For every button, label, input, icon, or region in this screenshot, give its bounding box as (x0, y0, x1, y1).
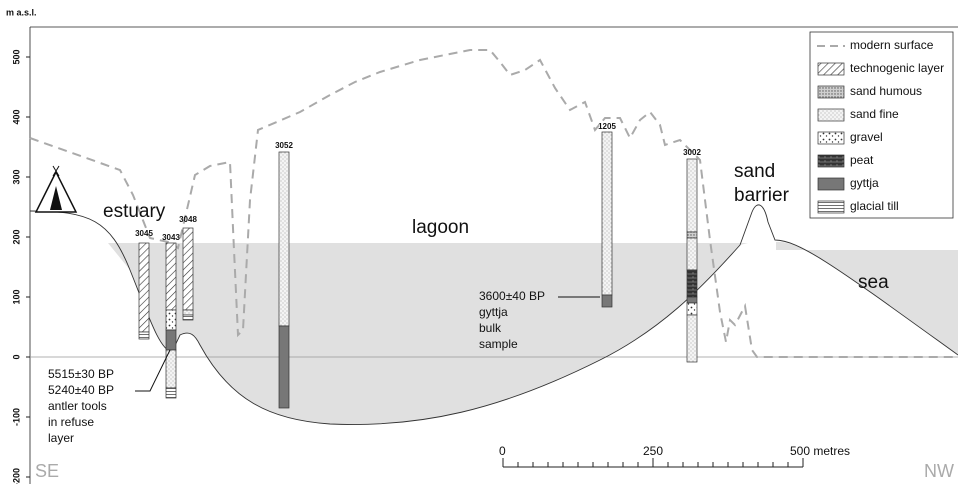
annotation: 5240±40 BP (48, 383, 114, 397)
annotation: 3600±40 BP (479, 289, 545, 303)
core-layer (166, 388, 176, 398)
legend-swatch (818, 201, 844, 213)
core-layer (183, 228, 193, 310)
core-layer (166, 330, 176, 350)
core-layer (166, 310, 176, 330)
borehole-label: 3045 (135, 229, 153, 238)
axis-label: m a.s.l. (6, 7, 37, 17)
y-tick-label: 400 (11, 109, 21, 124)
y-tick-label: -200 (11, 468, 21, 484)
core-layer (687, 270, 697, 297)
annotation: 5515±30 BP (48, 367, 114, 381)
label-estuary: estuary (103, 201, 166, 222)
annotation: layer (48, 431, 74, 445)
borehole-label: 1205 (598, 122, 616, 131)
y-tick-label: 200 (11, 229, 21, 244)
core-layer (279, 326, 289, 408)
core-layer (602, 295, 612, 307)
borehole-label: 3043 (162, 233, 180, 242)
leader-line (135, 350, 170, 391)
lagoon-water (108, 243, 748, 425)
legend-label: technogenic layer (850, 61, 944, 75)
legend-label: peat (850, 153, 874, 167)
y-tick-label: 500 (11, 49, 21, 64)
core-layer (279, 152, 289, 326)
core-layer (687, 303, 697, 315)
scale-label: 500 metres (790, 444, 850, 458)
cross-section: m a.s.l. 3045 3043 3048 3052 1205 3002 estuar… (0, 0, 958, 484)
core-layer (687, 232, 697, 238)
label-sea: sea (858, 272, 889, 293)
core-layer (139, 332, 149, 339)
legend-swatch (818, 86, 844, 98)
label-sand-barrier: sand (734, 161, 775, 182)
borehole-label: 3048 (179, 215, 197, 224)
core-layer (687, 159, 697, 232)
core-layer (183, 310, 193, 315)
legend-label: gravel (850, 130, 883, 144)
tent-icon (36, 166, 76, 212)
legend-label: modern surface (850, 38, 934, 52)
core-layer (602, 132, 612, 295)
core-layer (166, 243, 176, 310)
scale-label: 0 (499, 444, 506, 458)
core-layer (183, 315, 193, 320)
scale-bar: 0 250 500 metres (499, 444, 850, 467)
y-tick-label: 300 (11, 169, 21, 184)
legend-swatch (818, 109, 844, 121)
annotation: in refuse (48, 415, 94, 429)
legend-swatch (818, 155, 844, 167)
legend-label: glacial till (850, 199, 899, 213)
label-nw: NW (924, 461, 954, 481)
legend-swatch (818, 132, 844, 144)
y-tick-label: 100 (11, 289, 21, 304)
core-layer (139, 243, 149, 332)
label-sand-barrier: barrier (734, 185, 790, 206)
scale-label: 250 (643, 444, 663, 458)
annotation: gyttja (479, 305, 508, 319)
legend-label: sand humous (850, 84, 922, 98)
sea-water (776, 242, 958, 355)
label-se: SE (35, 461, 59, 481)
annotation: bulk (479, 321, 502, 335)
y-tick-label: 0 (11, 354, 21, 359)
label-lagoon: lagoon (412, 217, 469, 238)
core-layer (687, 297, 697, 303)
borehole-label: 3052 (275, 141, 293, 150)
annotation: sample (479, 337, 518, 351)
y-tick-label: -100 (11, 408, 21, 426)
core-layer (687, 315, 697, 362)
annotation: antler tools (48, 399, 107, 413)
legend-label: gyttja (850, 176, 879, 190)
legend-swatch (818, 178, 844, 190)
legend-label: sand fine (850, 107, 899, 121)
borehole-label: 3002 (683, 148, 701, 157)
legend-swatch (818, 63, 844, 75)
page: m a.s.l. 3045 3043 3048 3052 1205 3002 estuar… (0, 0, 958, 484)
core-layer (687, 238, 697, 270)
